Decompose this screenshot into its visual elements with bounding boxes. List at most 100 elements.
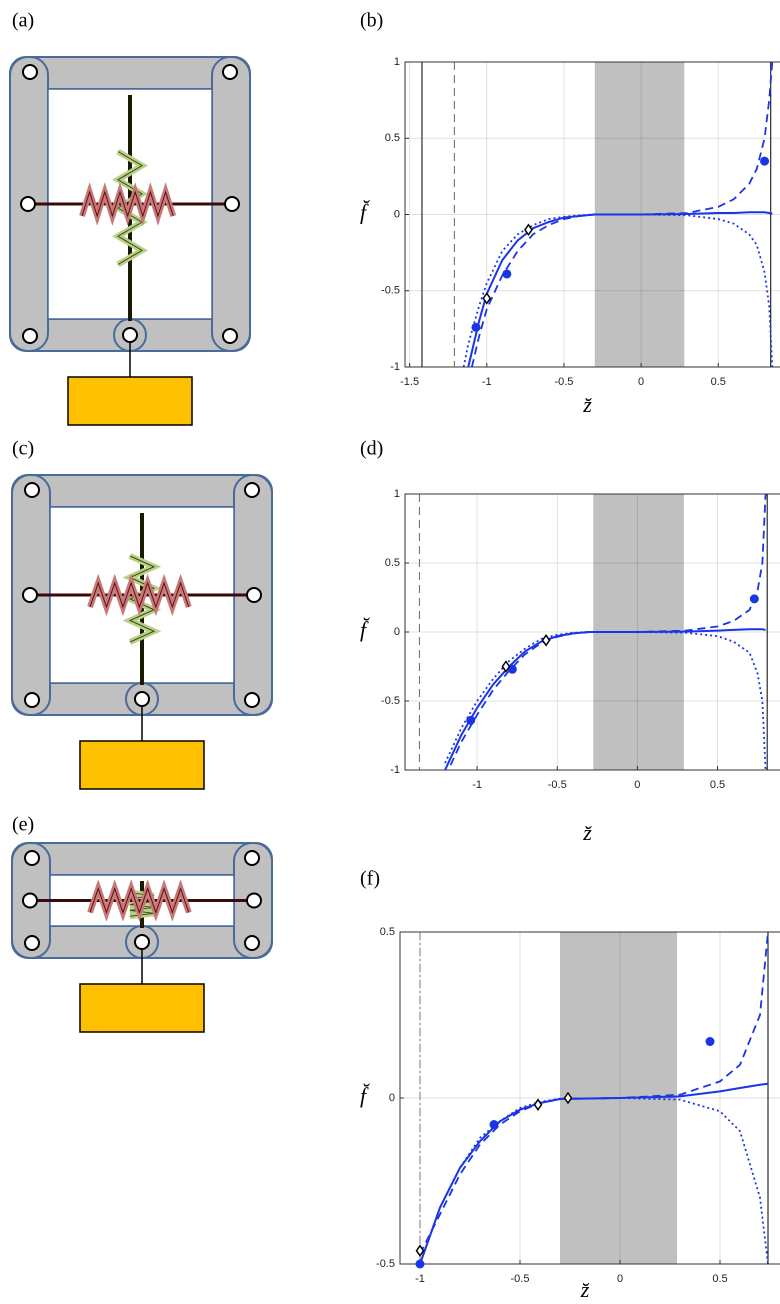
panel-label: (d) xyxy=(360,438,383,460)
y-tick-label: -0.5 xyxy=(376,1258,395,1270)
panel-label: (b) xyxy=(360,10,383,32)
pin xyxy=(244,935,260,951)
y-tick-label: 0 xyxy=(394,208,400,220)
marker xyxy=(760,156,770,166)
pin xyxy=(134,691,150,707)
y-axis-label: f̆ xyxy=(360,617,370,642)
mechanism xyxy=(9,56,251,426)
marker xyxy=(482,292,492,305)
mechanism xyxy=(11,474,273,790)
panel-label: (c) xyxy=(12,438,34,460)
plot-area xyxy=(419,932,769,1264)
y-tick-label: -1 xyxy=(390,361,400,373)
x-tick-label: -1 xyxy=(482,376,492,388)
x-tick-label: -0.5 xyxy=(548,779,567,791)
curve xyxy=(419,1097,769,1264)
y-tick-label: -0.5 xyxy=(381,285,400,297)
spring-horizontal-edge xyxy=(81,190,174,218)
y-axis-label: f̆ xyxy=(360,200,370,225)
pin xyxy=(22,892,38,909)
pin xyxy=(246,892,262,909)
pin xyxy=(244,692,260,708)
spring-vertical-edge xyxy=(128,555,156,643)
marker xyxy=(563,1091,573,1105)
pin xyxy=(24,850,40,866)
x-tick-label: 0 xyxy=(634,779,640,791)
x-axis-label: z̆ xyxy=(582,392,592,417)
marker xyxy=(466,715,476,725)
pin xyxy=(244,482,260,498)
pin xyxy=(244,850,260,866)
y-tick-label: 0.5 xyxy=(380,926,395,938)
pin xyxy=(122,327,138,343)
y-tick-label: 0.5 xyxy=(385,132,400,144)
x-tick-label: -0.5 xyxy=(554,376,573,388)
mass xyxy=(79,983,205,1033)
y-tick-label: 0.5 xyxy=(385,557,400,569)
pin xyxy=(20,196,36,212)
x-axis-label: z̆ xyxy=(580,1277,590,1302)
x-tick-label: -1 xyxy=(415,1273,425,1285)
marker xyxy=(501,660,511,673)
plot-area xyxy=(444,494,767,770)
marker xyxy=(705,1037,715,1047)
marker xyxy=(541,633,551,647)
x-tick-label: -1 xyxy=(472,779,482,791)
curve xyxy=(462,213,774,367)
marker xyxy=(502,269,512,279)
x-tick-label: 0.5 xyxy=(710,779,725,791)
mechanism xyxy=(11,842,273,1033)
axis-frame xyxy=(399,931,780,1265)
spring-horizontal-edge xyxy=(89,886,190,915)
curve xyxy=(470,62,774,367)
marker xyxy=(489,1120,499,1130)
axis-frame xyxy=(404,493,780,771)
x-tick-label: -1.5 xyxy=(400,376,419,388)
marker xyxy=(749,594,759,604)
mass xyxy=(79,740,205,790)
curve xyxy=(444,631,767,770)
axis-frame xyxy=(404,61,780,368)
x-tick-label: 0 xyxy=(617,1273,623,1285)
chart: (d) -1 -0.5 0 0.5 -1 -0.5 0 0.5 1 f̆ z̆ xyxy=(360,438,780,845)
y-tick-label: 0 xyxy=(389,1092,395,1104)
marker xyxy=(415,1244,425,1258)
pin xyxy=(246,587,262,603)
y-axis-label: f̆ xyxy=(360,1083,370,1108)
curve xyxy=(467,211,773,367)
marker xyxy=(507,664,517,674)
pin xyxy=(22,64,38,80)
pin xyxy=(24,482,40,498)
chart: (b)-1.5 -1 -0.5 0 0.5-1-0.500.51f̆z̆ xyxy=(360,10,780,417)
pin xyxy=(24,692,40,708)
plot-area xyxy=(462,62,774,367)
y-tick-label: 0 xyxy=(394,626,400,638)
y-tick-label: -0.5 xyxy=(381,695,400,707)
x-tick-label: -0.5 xyxy=(511,1273,530,1285)
y-tick-label: 1 xyxy=(394,488,400,500)
x-tick-label: 0.5 xyxy=(711,376,726,388)
pin xyxy=(222,328,238,344)
marker xyxy=(533,1098,543,1111)
pin xyxy=(134,934,150,950)
panel-label: (e) xyxy=(12,814,34,836)
chart: (f) -1 -0.5 0 0.5 -0.5 0 0.5 f̆ z̆ xyxy=(360,868,780,1302)
pin xyxy=(22,587,38,603)
marker xyxy=(471,322,481,332)
panel-label: (f) xyxy=(360,868,380,890)
x-axis-label: z̆ xyxy=(582,820,592,845)
x-tick-label: 0 xyxy=(638,376,644,388)
x-tick-label: 0.5 xyxy=(712,1273,727,1285)
pin xyxy=(24,935,40,951)
pin xyxy=(22,328,38,344)
y-tick-label: 1 xyxy=(394,56,400,68)
spring-horizontal-edge xyxy=(89,581,190,609)
y-tick-label: -1 xyxy=(390,764,400,776)
marker xyxy=(415,1259,425,1269)
pin xyxy=(224,196,240,212)
mass xyxy=(67,376,193,426)
pin xyxy=(222,64,238,80)
panel-label: (a) xyxy=(12,10,34,32)
marker xyxy=(524,223,533,237)
